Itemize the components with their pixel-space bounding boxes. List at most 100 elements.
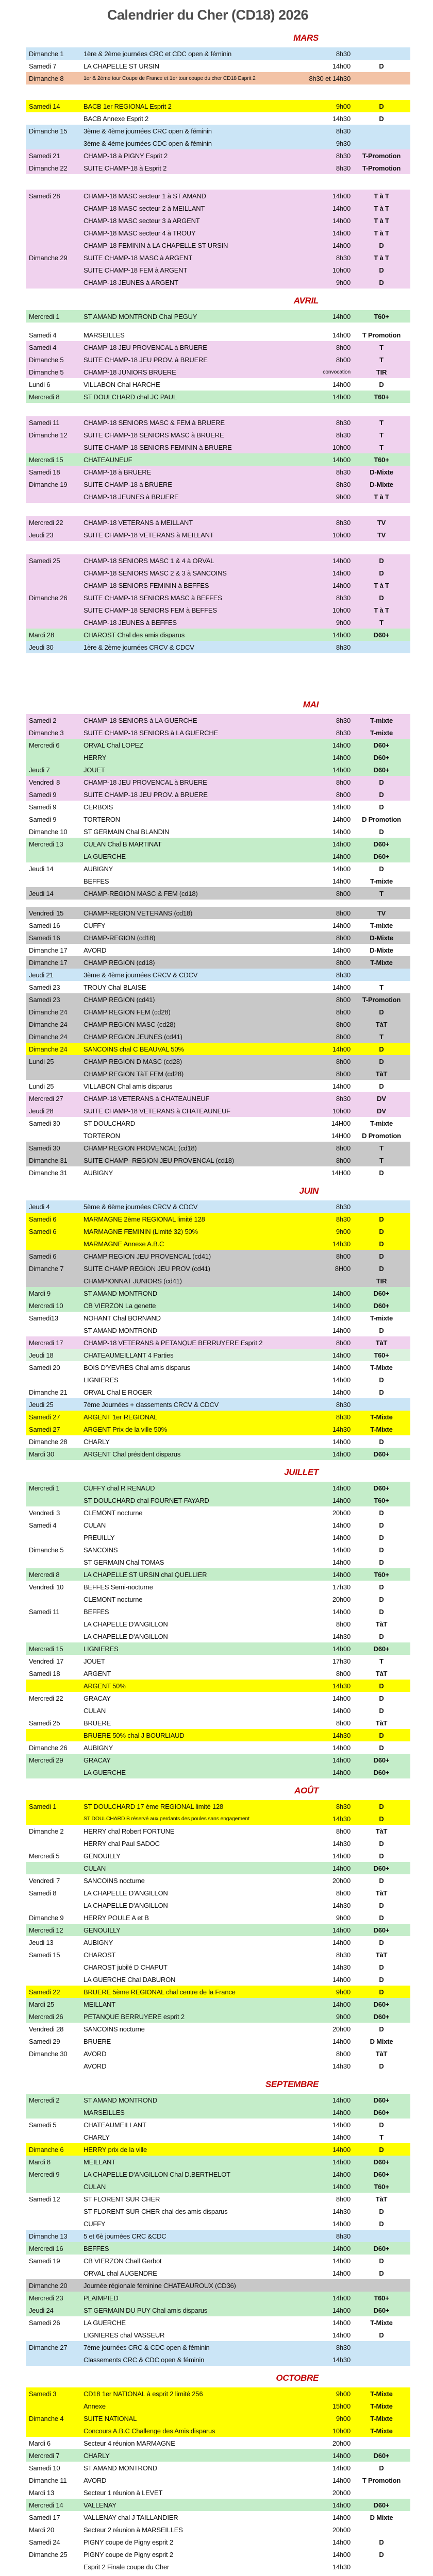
row-date: Dimanche 25 — [29, 2550, 68, 2558]
row-date: Jeudi 4 — [29, 1202, 50, 1211]
row-time: 14H00 — [331, 1119, 351, 1127]
row-time: 14h00 — [332, 631, 351, 639]
row-category: TàT — [375, 1719, 388, 1727]
row-event: NOHANT Chal BORNAND — [84, 1314, 161, 1321]
row-event: AVORD — [84, 2050, 107, 2057]
row-date: Dimanche 8 — [29, 74, 64, 82]
row-category: D — [379, 2331, 384, 2339]
row-event: BRUERE — [84, 1719, 111, 1726]
row-time: 9h00 — [336, 1227, 351, 1235]
row-category: D — [379, 2464, 384, 2472]
row-event: CHAMP-18 à BRUERE — [84, 468, 151, 476]
calendar-row: Mercredi 15 CHATEAUNEUF 14h00 T60+ — [26, 453, 410, 466]
row-category: D60+ — [373, 2170, 390, 2178]
row-time: 14h00 — [332, 393, 351, 401]
row-time: 8h30 — [336, 1951, 351, 1959]
row-event: CHAMP-18 SENIORS FEMININ à BEFFES — [84, 582, 209, 589]
row-time: 14h30 — [332, 2563, 351, 2571]
row-time: 17h30 — [332, 1583, 351, 1591]
calendar-row: Dimanche 11 AVORD 14h00 T Promotion — [26, 2474, 410, 2486]
row-date: Samedi 29 — [29, 2037, 60, 2045]
row-time: 14h00 — [332, 2244, 351, 2252]
calendar-row: Mercredi 22 GRACAY 14h00 D — [26, 1692, 410, 1704]
row-spacer — [26, 323, 410, 329]
row-event: ORVAL Chal LOPEZ — [84, 741, 143, 749]
row-time: 8h30 — [336, 480, 351, 488]
row-time: 14h00 — [332, 2170, 351, 2178]
row-category: T à T — [374, 581, 389, 589]
calendar-row: Vendredi 15 CHAMP-REGION VETERANS (cd18) 8… — [26, 907, 410, 919]
row-time: 14h00 — [332, 2306, 351, 2314]
row-event: CHAMP-18 JEUNES à ARGENT — [84, 279, 178, 286]
row-time: 14h00 — [332, 2269, 351, 2277]
row-date: Jeudi 28 — [29, 1107, 54, 1115]
row-time: 14h30 — [332, 1815, 351, 1823]
row-date: Samedi 8 — [29, 1889, 57, 1897]
row-date: Samedi 6 — [29, 1227, 57, 1235]
calendar-row: Mercredi 7 CHARLY 14h00 D60+ — [26, 2449, 410, 2462]
row-category: D Mixte — [370, 2037, 393, 2045]
calendar-row: Samedi 8 LA CHAPELLE D'ANGILLON 8h00 TàT — [26, 1887, 410, 1899]
row-date: Vendredi 8 — [29, 778, 60, 786]
row-event: 5ème & 6ème journées CRCV & CDCV — [84, 1203, 198, 1210]
row-category: D60+ — [373, 852, 390, 860]
row-event: LIGNIERES — [84, 1645, 119, 1652]
row-event: ARGENT Chal président disparus — [84, 1450, 181, 1458]
row-date: Samedi 19 — [29, 2257, 60, 2265]
row-event: MEILLANT — [84, 2158, 115, 2165]
row-event: CHAMP-18 VETERANS à MEILLANT — [84, 519, 193, 526]
calendar-row: Dimanche 29 SUITE CHAMP-18 MASC à ARGENT 8… — [26, 251, 410, 264]
row-time: 14h00 — [332, 803, 351, 811]
calendar-document: Calendrier du Cher (CD18) 2026 MARS Diman… — [26, 0, 410, 2576]
row-time: 14h30 — [332, 1425, 351, 1433]
row-event: ARGENT Prix de la ville 50% — [84, 1426, 167, 1433]
row-time: 9h00 — [336, 1913, 351, 1922]
row-date: Vendredi 15 — [29, 909, 64, 917]
row-event: MEILLANT — [84, 2001, 115, 2008]
row-category: T — [379, 2133, 384, 2141]
row-time: convocation — [323, 368, 351, 375]
calendar-row: Samedi 9 CERBOIS 14h00 D — [26, 801, 410, 813]
row-category: T-Mixte — [370, 1413, 393, 1421]
row-time: 8h00 — [336, 2049, 351, 2058]
calendar-row: Vendredi 8 CHAMP-18 JEU PROVENCAL à BRUER… — [26, 776, 410, 788]
row-time: 9h00 — [336, 2414, 351, 2422]
row-time: 8h00 — [336, 343, 351, 351]
row-category: D60+ — [373, 1450, 390, 1458]
row-event: CHAROST jubilé D CHAPUT — [84, 1963, 168, 1971]
row-category: T — [379, 343, 384, 351]
row-time: 14h00 — [332, 331, 351, 339]
calendar-row: AVORD 14h30 D — [26, 2060, 410, 2072]
calendar-row: Samedi 26 LA GUERCHE 14h00 T-Mixte — [26, 2316, 410, 2329]
calendar-row: LA GUERCHE Chal DABURON 14h00 D — [26, 1973, 410, 1986]
row-time: 8h00 — [336, 934, 351, 942]
row-event: BRUERE 5ème REGIONAL chal centre de la F… — [84, 1988, 236, 1995]
row-event: SUITE CHAMP-18 FEM à ARGENT — [84, 266, 188, 274]
row-event: SANCOINS — [84, 1546, 118, 1553]
calendar-row: Dimanche 27 7ème journées CRC & CDC open … — [26, 2341, 410, 2353]
row-event: ST GERMAIN Chal TOMAS — [84, 1558, 164, 1566]
row-category: T à T — [374, 216, 389, 225]
row-time: 8h30 — [336, 2343, 351, 2351]
row-date: Samedi 27 — [29, 1425, 60, 1433]
row-date: Lundi 6 — [29, 380, 51, 388]
row-category: T — [379, 443, 384, 451]
calendar-row: Vendredi 17 JOUET 17h30 T — [26, 1655, 410, 1667]
calendar-row: CHAMP-18 MASC secteur 2 à MEILLANT 14h00 T… — [26, 202, 410, 214]
calendar-row: Dimanche 21 ORVAL Chal E ROGER 14h00 D — [26, 1386, 410, 1398]
row-date: Vendredi 10 — [29, 1583, 64, 1591]
row-event: CULAN — [84, 1707, 106, 1714]
calendar-row: HERRY 14h00 D60+ — [26, 751, 410, 764]
calendar-row: Mercredi 8 LA CHAPELLE ST URSIN chal QUEL… — [26, 1568, 410, 1581]
row-time: 14h00 — [332, 241, 351, 249]
calendar-row: CHAMP-18 JEUNES à BRUERE 9h00 T à T — [26, 490, 410, 503]
row-date: Samedi 6 — [29, 1252, 57, 1260]
calendar-row: CHAMP-18 MASC secteur 4 à TROUY 14h00 T à … — [26, 227, 410, 239]
calendar-row: Samedi 16 CHAMP-REGION (cd18) 8h00 D-Mixte — [26, 931, 410, 944]
row-event: HERRY POULE A et B — [84, 1914, 149, 1921]
row-event: PIGNY coupe de Pigny esprit 2 — [84, 2551, 173, 2558]
calendar-row: TORTERON 14H00 D Promotion — [26, 1129, 410, 1142]
row-time: 9h00 — [336, 2389, 351, 2398]
row-event: Esprit 2 Finale coupe du Cher — [84, 2563, 170, 2570]
row-event: LA GUERCHE — [84, 2319, 126, 2326]
